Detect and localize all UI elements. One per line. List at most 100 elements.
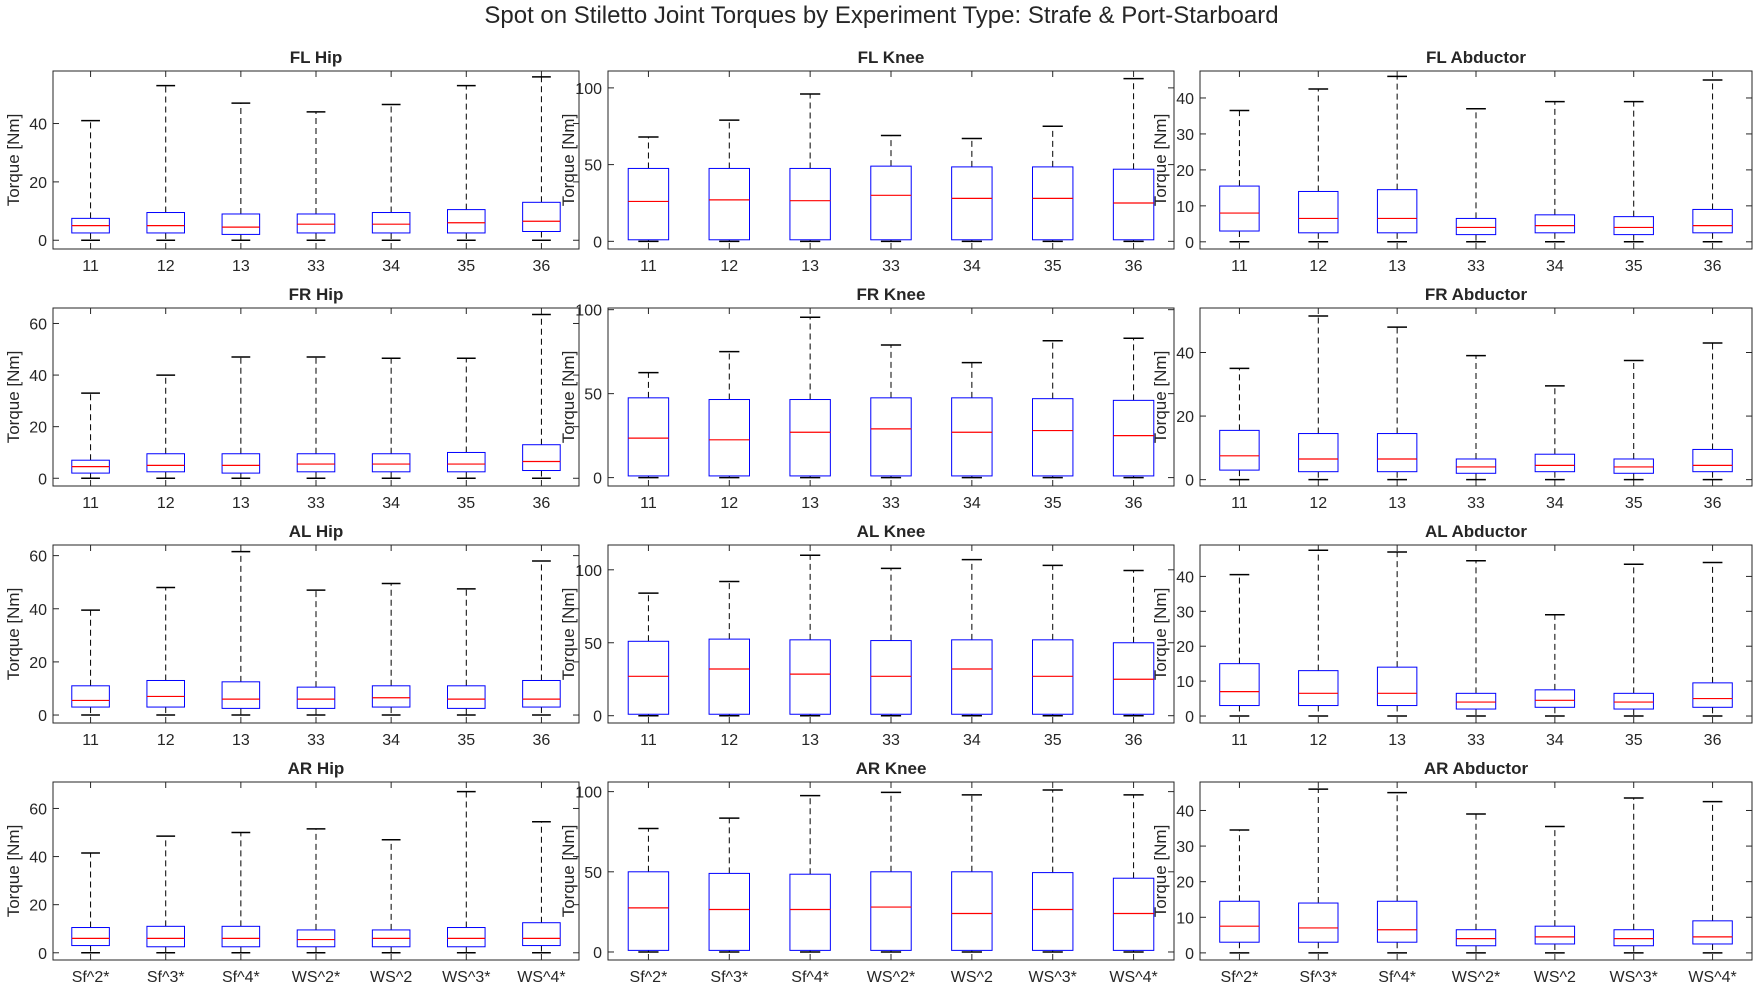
y-axis-label: Torque [Nm] <box>4 351 23 444</box>
panel-title: FR Knee <box>857 285 926 304</box>
x-tick-label: 35 <box>1625 732 1643 749</box>
iqr-box <box>1112 399 1155 477</box>
y-tick-label: 20 <box>29 655 47 672</box>
x-tick-label: 33 <box>307 495 325 512</box>
plot-frame <box>1199 70 1753 250</box>
iqr-box <box>296 929 336 948</box>
y-tick-label: 60 <box>29 549 47 566</box>
x-tick-label: 34 <box>1546 732 1564 749</box>
iqr-box <box>951 639 993 715</box>
plot-frame <box>1199 781 1753 961</box>
x-tick-label: WS^2* <box>292 969 340 986</box>
x-tick-label: WS^2* <box>1452 969 1500 986</box>
x-tick-label: WS^2 <box>1534 969 1576 986</box>
iqr-box <box>1613 692 1654 710</box>
y-tick-label: 40 <box>29 117 47 134</box>
x-tick-label: 13 <box>232 732 250 749</box>
iqr-box <box>1376 666 1418 707</box>
y-axis-label: Torque [Nm] <box>1151 588 1170 681</box>
iqr-box <box>708 638 750 715</box>
x-tick-label: 11 <box>640 732 657 749</box>
y-tick-label: 60 <box>29 316 47 333</box>
y-tick-label: 100 <box>575 81 602 98</box>
x-tick-label: 34 <box>382 495 400 512</box>
iqr-box <box>1032 166 1074 241</box>
iqr-box <box>1613 216 1654 236</box>
x-tick-label: 12 <box>157 495 175 512</box>
iqr-box <box>1534 453 1576 473</box>
iqr-box <box>789 167 831 241</box>
iqr-box <box>371 685 411 708</box>
iqr-box <box>1219 429 1260 471</box>
y-tick-label: 0 <box>1185 235 1194 252</box>
x-tick-label: 36 <box>1704 258 1722 275</box>
y-tick-label: 0 <box>593 945 602 962</box>
x-tick-label: 13 <box>801 732 819 749</box>
iqr-box <box>522 922 561 947</box>
x-tick-label: 13 <box>232 495 250 512</box>
x-tick-label: 33 <box>882 258 900 275</box>
y-tick-label: 0 <box>38 471 47 488</box>
iqr-box <box>1692 920 1733 945</box>
iqr-box <box>1534 214 1576 234</box>
y-axis-label: Torque [Nm] <box>1151 825 1170 918</box>
iqr-box <box>1455 692 1497 710</box>
iqr-box <box>1298 902 1339 943</box>
iqr-box <box>296 213 336 234</box>
x-tick-label: 36 <box>533 495 551 512</box>
iqr-box <box>146 453 186 473</box>
y-tick-label: 30 <box>1176 604 1194 621</box>
iqr-box <box>522 679 561 708</box>
iqr-box <box>447 685 486 709</box>
y-tick-label: 20 <box>1176 875 1194 892</box>
y-tick-label: 20 <box>1176 639 1194 656</box>
y-tick-label: 20 <box>1176 409 1194 426</box>
y-tick-label: 0 <box>593 234 602 251</box>
iqr-box <box>789 399 831 477</box>
x-tick-label: Sf^4* <box>1378 969 1416 986</box>
iqr-box <box>221 213 261 235</box>
x-tick-label: 13 <box>1388 732 1406 749</box>
y-tick-label: 0 <box>593 471 602 488</box>
x-tick-label: 33 <box>882 732 900 749</box>
iqr-box <box>1112 877 1155 951</box>
x-tick-label: 34 <box>963 258 981 275</box>
iqr-box <box>1112 642 1155 715</box>
x-tick-label: 12 <box>1309 258 1327 275</box>
x-tick-label: 13 <box>232 258 250 275</box>
iqr-box <box>1219 185 1260 232</box>
y-tick-label: 40 <box>1176 803 1194 820</box>
iqr-box <box>296 453 336 473</box>
x-tick-label: 11 <box>1231 495 1248 512</box>
iqr-box <box>371 453 411 473</box>
iqr-box <box>870 871 912 951</box>
x-tick-label: 12 <box>1309 732 1327 749</box>
iqr-box <box>789 873 831 951</box>
plot-frame <box>52 307 580 487</box>
iqr-box <box>870 397 912 477</box>
iqr-box <box>1613 458 1654 474</box>
x-tick-label: WS^4* <box>1688 969 1736 986</box>
iqr-box <box>870 640 912 715</box>
iqr-box <box>1376 433 1418 473</box>
iqr-box <box>146 925 186 948</box>
y-tick-label: 100 <box>575 563 602 580</box>
x-tick-label: 11 <box>640 258 657 275</box>
panel-title: AR Abductor <box>1424 759 1529 778</box>
iqr-box <box>71 927 110 947</box>
y-tick-label: 10 <box>1176 199 1194 216</box>
x-tick-label: Sf^4* <box>791 969 829 986</box>
x-tick-label: 12 <box>1309 495 1327 512</box>
x-tick-label: 34 <box>1546 258 1564 275</box>
y-tick-label: 50 <box>584 865 602 882</box>
x-tick-label: Sf^3* <box>147 969 185 986</box>
x-tick-label: Sf^2* <box>72 969 110 986</box>
iqr-box <box>221 681 261 709</box>
y-axis-label: Torque [Nm] <box>559 351 578 444</box>
x-tick-label: Sf^3* <box>1299 969 1337 986</box>
iqr-box <box>708 399 750 477</box>
y-axis-label: Torque [Nm] <box>559 114 578 207</box>
x-tick-label: Sf^4* <box>222 969 260 986</box>
x-tick-label: 33 <box>307 258 325 275</box>
